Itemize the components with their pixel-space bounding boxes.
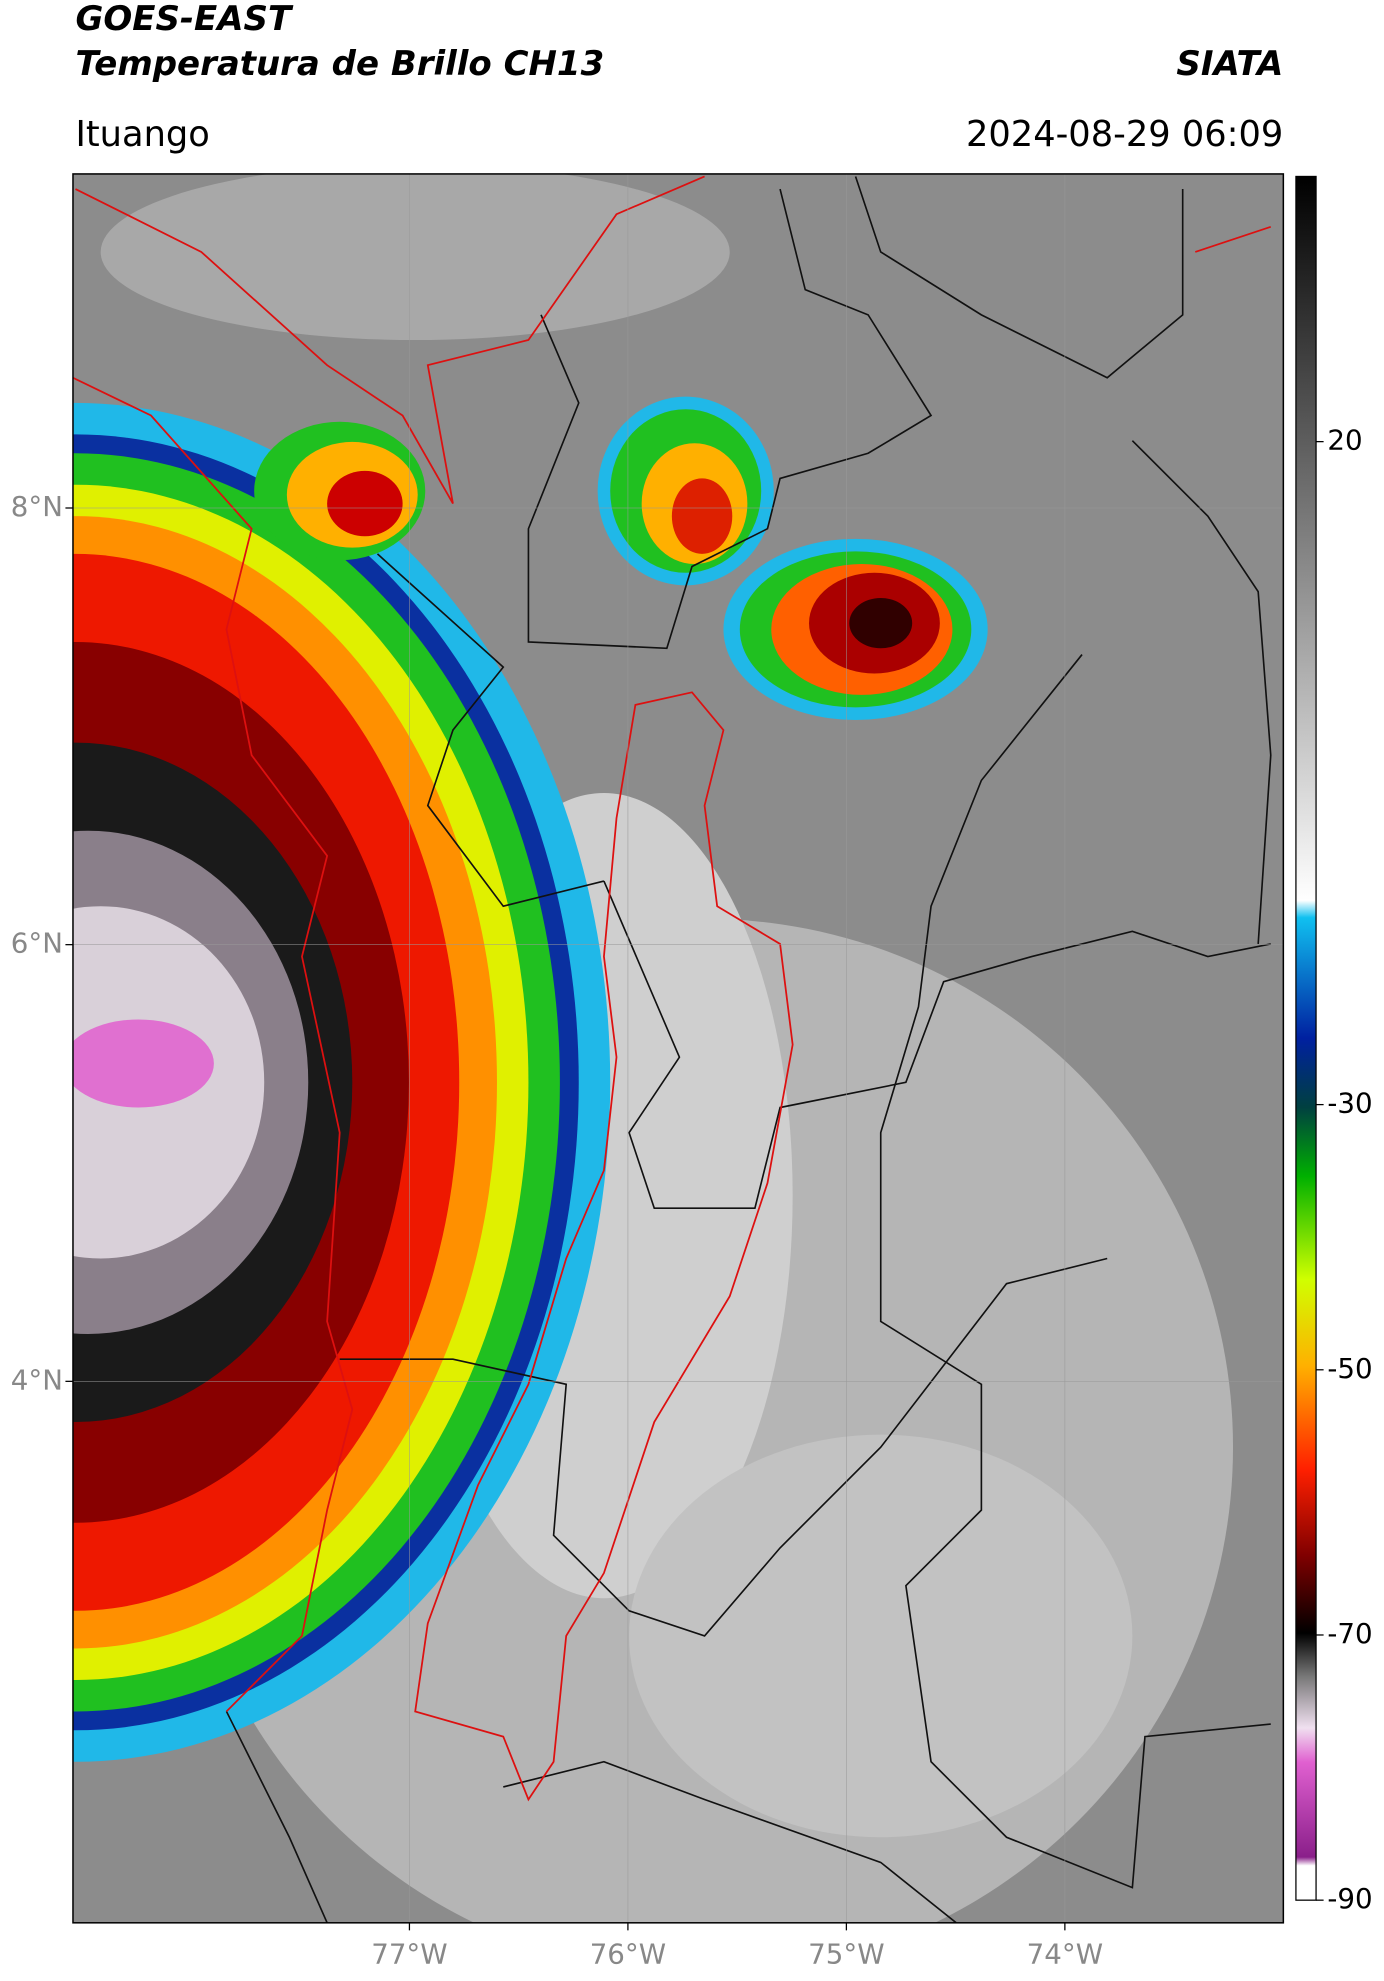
storm-north (254, 396, 988, 720)
lon-tick-label: 75°W (808, 1938, 884, 1971)
lon-tick-label: 76°W (590, 1938, 666, 1971)
lon-tick-label: 77°W (371, 1938, 447, 1971)
lon-tick-label: 74°W (1027, 1938, 1103, 1971)
lat-tick-label: 6°N (11, 927, 63, 960)
colorbar-tick-label: -70 (1327, 1617, 1372, 1650)
graticule (72, 173, 1284, 1923)
colorbar-tick-label: 20 (1327, 424, 1362, 457)
storm-west (72, 403, 611, 1762)
brand: SIATA (1176, 44, 1283, 84)
region: Ituango (75, 114, 209, 155)
department-borders (72, 175, 1272, 1802)
lat-tick-label: 4°N (11, 1363, 63, 1396)
map-frame (72, 173, 1285, 1924)
timestamp: 2024-08-29 06:09 (966, 114, 1283, 155)
axes: 8°N 6°N 4°N 77°W 76°W 75°W 74°W 20 -30 -50 -70 -90 (11, 424, 1373, 1971)
title: GOES-EAST (75, 0, 293, 39)
colorbar-tick-label: -50 (1327, 1352, 1372, 1385)
colorbar (1295, 175, 1317, 1901)
colorbar-tick-label: -30 (1327, 1087, 1372, 1120)
lat-tick-label: 8°N (11, 490, 63, 523)
colorbar-tick-label: -90 (1327, 1882, 1372, 1915)
satellite-image (72, 173, 1284, 1923)
subtitle: Temperatura de Brillo CH13 (75, 44, 604, 84)
admin-borders (225, 176, 1272, 1923)
